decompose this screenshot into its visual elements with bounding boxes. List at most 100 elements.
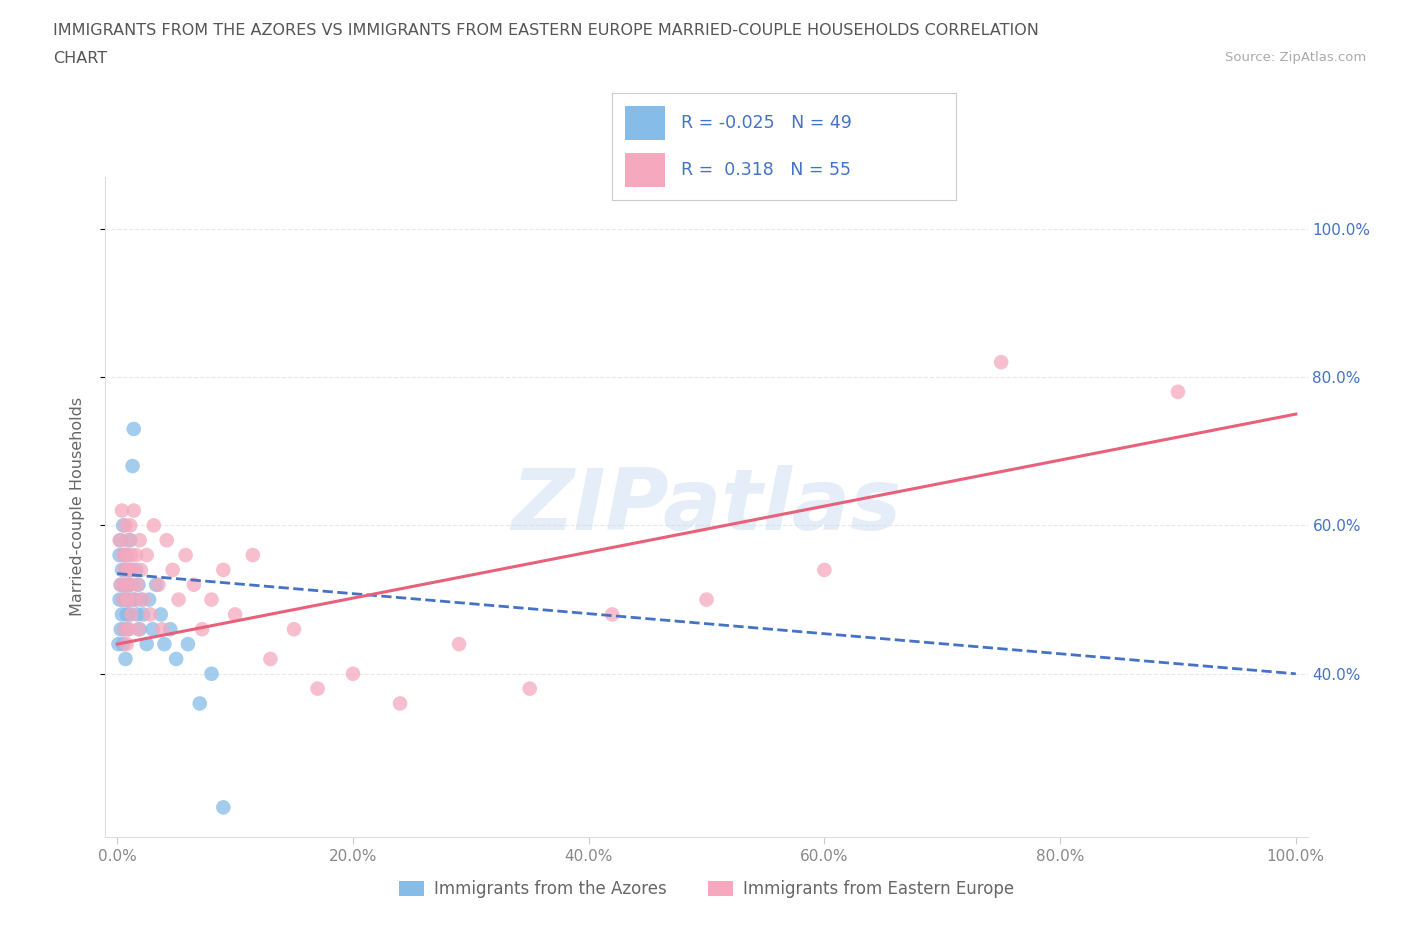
Point bbox=[145, 578, 167, 592]
Point bbox=[120, 578, 142, 592]
Point bbox=[162, 563, 184, 578]
Point bbox=[114, 518, 136, 533]
Point bbox=[120, 563, 142, 578]
Point bbox=[117, 592, 139, 607]
Point bbox=[135, 548, 157, 563]
Point bbox=[148, 578, 170, 592]
Point bbox=[167, 592, 190, 607]
Point bbox=[124, 592, 146, 607]
Point bbox=[127, 607, 149, 622]
Point bbox=[188, 696, 211, 711]
Point bbox=[115, 548, 138, 563]
Text: CHART: CHART bbox=[53, 51, 107, 66]
Text: R = -0.025   N = 49: R = -0.025 N = 49 bbox=[681, 114, 852, 132]
Point bbox=[283, 622, 305, 637]
Bar bbox=[626, 106, 665, 140]
Point bbox=[389, 696, 412, 711]
Point bbox=[114, 578, 136, 592]
Point bbox=[111, 563, 134, 578]
Point bbox=[110, 533, 132, 548]
Point bbox=[200, 666, 222, 681]
Point bbox=[191, 622, 214, 637]
Legend: Immigrants from the Azores, Immigrants from Eastern Europe: Immigrants from the Azores, Immigrants f… bbox=[392, 873, 1021, 905]
Point bbox=[120, 533, 142, 548]
Point bbox=[117, 578, 139, 592]
Point bbox=[600, 607, 623, 622]
Point bbox=[112, 548, 135, 563]
Point bbox=[117, 592, 139, 607]
Point bbox=[120, 548, 142, 563]
Point bbox=[127, 622, 149, 637]
Point bbox=[121, 458, 143, 473]
Text: Source: ZipAtlas.com: Source: ZipAtlas.com bbox=[1226, 51, 1367, 64]
Text: R =  0.318   N = 55: R = 0.318 N = 55 bbox=[681, 161, 851, 179]
Point bbox=[115, 607, 138, 622]
Point bbox=[114, 652, 136, 667]
Point bbox=[120, 578, 142, 592]
Point bbox=[112, 622, 135, 637]
Point bbox=[110, 578, 132, 592]
Point bbox=[132, 607, 155, 622]
Point bbox=[174, 548, 197, 563]
Point bbox=[125, 563, 148, 578]
Point bbox=[135, 637, 157, 652]
Point bbox=[132, 592, 155, 607]
Point bbox=[129, 563, 152, 578]
Point bbox=[112, 622, 135, 637]
Point bbox=[112, 563, 135, 578]
Point bbox=[142, 622, 165, 637]
Point bbox=[112, 578, 135, 592]
Point bbox=[127, 578, 149, 592]
Point bbox=[129, 592, 152, 607]
Point bbox=[159, 622, 181, 637]
Point bbox=[121, 563, 143, 578]
Point bbox=[118, 607, 141, 622]
Point bbox=[696, 592, 718, 607]
Bar bbox=[626, 153, 665, 187]
Point bbox=[149, 607, 172, 622]
Point bbox=[519, 681, 541, 696]
Point bbox=[122, 421, 145, 436]
Point bbox=[990, 354, 1012, 369]
Point bbox=[447, 637, 470, 652]
Point bbox=[120, 518, 142, 533]
Point bbox=[120, 607, 142, 622]
Point bbox=[111, 607, 134, 622]
Point bbox=[112, 518, 135, 533]
Point bbox=[139, 607, 162, 622]
Point bbox=[112, 592, 135, 607]
Point bbox=[1167, 384, 1189, 399]
Point bbox=[128, 622, 150, 637]
Point bbox=[118, 563, 141, 578]
Point bbox=[212, 563, 235, 578]
Text: ZIPatlas: ZIPatlas bbox=[512, 465, 901, 549]
Point bbox=[107, 637, 129, 652]
Point bbox=[108, 548, 131, 563]
Point bbox=[342, 666, 364, 681]
Point bbox=[142, 518, 165, 533]
Point bbox=[183, 578, 205, 592]
Point bbox=[212, 800, 235, 815]
Point bbox=[120, 592, 142, 607]
Point bbox=[111, 503, 134, 518]
Point bbox=[242, 548, 264, 563]
Point bbox=[112, 548, 135, 563]
Point bbox=[108, 592, 131, 607]
Point bbox=[110, 578, 132, 592]
Point bbox=[124, 592, 146, 607]
Point bbox=[150, 622, 173, 637]
Point bbox=[118, 622, 141, 637]
Point bbox=[307, 681, 329, 696]
Point bbox=[200, 592, 222, 607]
Point bbox=[127, 578, 149, 592]
Point bbox=[115, 548, 138, 563]
Point bbox=[112, 637, 135, 652]
Point bbox=[112, 592, 135, 607]
Point bbox=[122, 503, 145, 518]
Y-axis label: Married-couple Households: Married-couple Households bbox=[70, 397, 84, 617]
Point bbox=[114, 563, 136, 578]
Point bbox=[114, 592, 136, 607]
Point bbox=[117, 533, 139, 548]
Point bbox=[108, 533, 131, 548]
Point bbox=[117, 622, 139, 637]
